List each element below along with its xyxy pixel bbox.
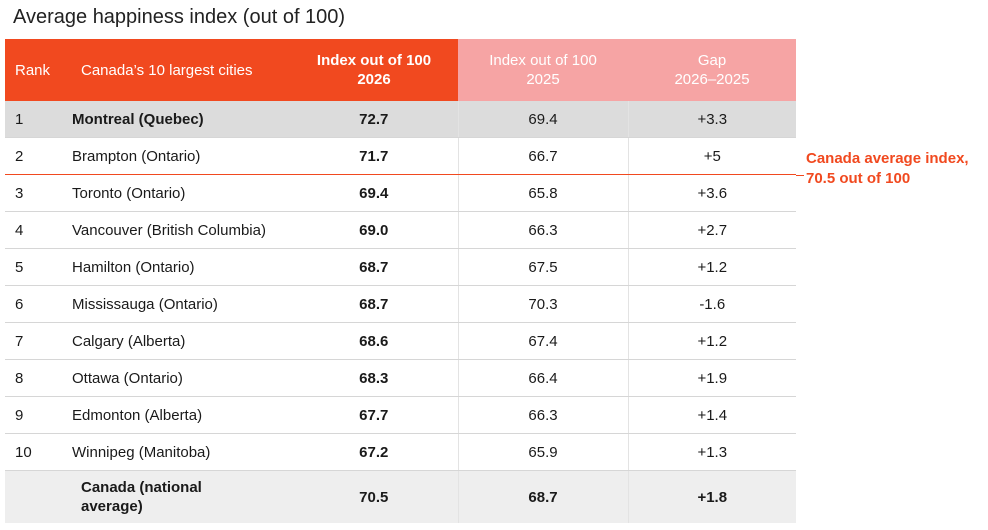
header-gap-line2: 2026–2025 (674, 71, 750, 88)
header-index-2026: Index out of 100 2026 (290, 39, 458, 101)
header-gap-line1: Gap (697, 52, 727, 69)
average-annotation-line1: Canada average index, (806, 150, 969, 167)
cell-index-2026: 69.0 (290, 211, 458, 249)
header-index-2025-line2: 2025 (526, 71, 560, 88)
cell-city: Canada (national average) (62, 470, 290, 523)
table-row: 6 Mississauga (Ontario) 68.7 70.3 -1.6 (5, 285, 796, 323)
cell-city: Brampton (Ontario) (62, 137, 290, 175)
cell-city: Montreal (Quebec) (62, 101, 290, 138)
header-rank: Rank (5, 39, 62, 101)
cell-city: Toronto (Ontario) (62, 174, 290, 212)
cell-gap: +1.9 (628, 359, 796, 397)
average-annotation: Canada average index, 70.5 out of 100 (806, 149, 986, 189)
table-row: 7 Calgary (Alberta) 68.6 67.4 +1.2 (5, 322, 796, 360)
table-row: 2 Brampton (Ontario) 71.7 66.7 +5 (5, 137, 796, 175)
cell-rank: 2 (5, 137, 62, 175)
cell-index-2026: 67.7 (290, 396, 458, 434)
cell-index-2026: 67.2 (290, 433, 458, 471)
cell-city: Winnipeg (Manitoba) (62, 433, 290, 471)
chart-title: Average happiness index (out of 100) (13, 6, 346, 28)
cell-rank: 6 (5, 285, 62, 323)
cell-index-2026: 68.7 (290, 248, 458, 286)
cell-index-2025: 65.8 (457, 174, 629, 212)
cell-rank: 4 (5, 211, 62, 249)
header-city: Canada’s 10 largest cities (62, 39, 290, 101)
average-reference-line (796, 175, 804, 176)
table-row: 3 Toronto (Ontario) 69.4 65.8 +3.6 (5, 174, 796, 212)
cell-gap: +1.2 (628, 322, 796, 360)
cell-city: Calgary (Alberta) (62, 322, 290, 360)
cell-index-2026: 71.7 (290, 137, 458, 175)
cell-index-2026: 68.7 (290, 285, 458, 323)
cell-index-2025: 66.3 (457, 396, 629, 434)
cell-index-2026: 69.4 (290, 174, 458, 212)
cell-rank: 3 (5, 174, 62, 212)
cell-city: Ottawa (Ontario) (62, 359, 290, 397)
header-index-2026-line1: Index out of 100 (316, 52, 432, 69)
cell-gap: +5 (628, 137, 796, 175)
table-row: 5 Hamilton (Ontario) 68.7 67.5 +1.2 (5, 248, 796, 286)
cell-index-2025: 67.5 (457, 248, 629, 286)
cell-index-2025: 65.9 (457, 433, 629, 471)
table-row: 10 Winnipeg (Manitoba) 67.2 65.9 +1.3 (5, 433, 796, 471)
cell-rank: 10 (5, 433, 62, 471)
table-row: 9 Edmonton (Alberta) 67.7 66.3 +1.4 (5, 396, 796, 434)
cell-gap: +1.2 (628, 248, 796, 286)
cell-index-2025: 69.4 (457, 101, 629, 138)
cell-index-2025: 66.3 (457, 211, 629, 249)
cell-index-2026: 70.5 (290, 470, 458, 523)
cell-gap: +2.7 (628, 211, 796, 249)
cell-index-2026: 68.3 (290, 359, 458, 397)
cell-index-2025: 68.7 (457, 470, 629, 523)
header-index-2025-line1: Index out of 100 (489, 52, 597, 69)
cell-city: Edmonton (Alberta) (62, 396, 290, 434)
average-annotation-line2: 70.5 out of 100 (806, 170, 911, 187)
cell-city: Hamilton (Ontario) (62, 248, 290, 286)
table-row: 8 Ottawa (Ontario) 68.3 66.4 +1.9 (5, 359, 796, 397)
cell-rank (5, 470, 62, 523)
cell-index-2025: 67.4 (457, 322, 629, 360)
happiness-table: Rank Canada’s 10 largest cities Index ou… (5, 39, 796, 523)
cell-index-2026: 68.6 (290, 322, 458, 360)
cell-rank: 5 (5, 248, 62, 286)
header-gap: Gap 2026–2025 (628, 39, 796, 101)
table-row: 4 Vancouver (British Columbia) 69.0 66.3… (5, 211, 796, 249)
national-average-row: Canada (national average) 70.5 68.7 +1.8 (5, 470, 796, 523)
cell-gap: +1.3 (628, 433, 796, 471)
cell-gap: +1.4 (628, 396, 796, 434)
header-index-2026-line2: 2026 (357, 71, 391, 88)
cell-index-2025: 70.3 (457, 285, 629, 323)
cell-index-2026: 72.7 (290, 101, 458, 138)
cell-city: Mississauga (Ontario) (62, 285, 290, 323)
national-label-line1: Canada (national (81, 479, 202, 496)
cell-gap: -1.6 (628, 285, 796, 323)
header-index-2025: Index out of 100 2025 (458, 39, 628, 101)
cell-index-2025: 66.7 (457, 137, 629, 175)
cell-gap: +3.6 (628, 174, 796, 212)
cell-gap: +1.8 (628, 470, 796, 523)
cell-index-2025: 66.4 (457, 359, 629, 397)
header-row: Rank Canada’s 10 largest cities Index ou… (5, 39, 796, 101)
cell-rank: 1 (5, 101, 62, 138)
cell-rank: 8 (5, 359, 62, 397)
national-label-line2: average) (81, 498, 143, 515)
table-row: 1 Montreal (Quebec) 72.7 69.4 +3.3 (5, 101, 796, 138)
cell-gap: +3.3 (628, 101, 796, 138)
cell-rank: 9 (5, 396, 62, 434)
cell-city: Vancouver (British Columbia) (62, 211, 290, 249)
cell-rank: 7 (5, 322, 62, 360)
